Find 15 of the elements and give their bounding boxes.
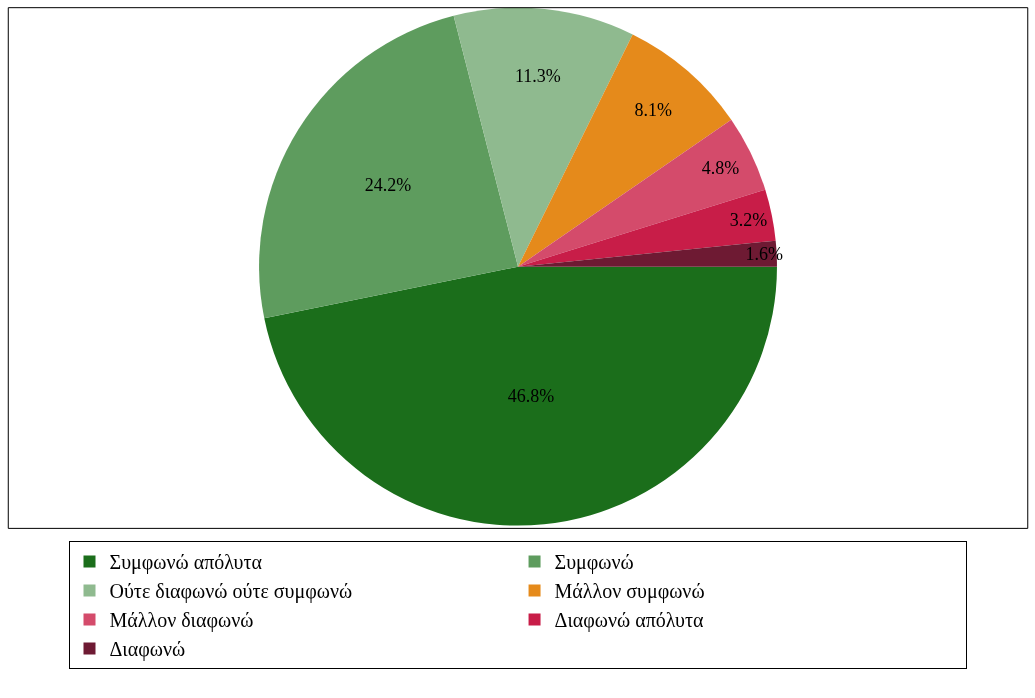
pie-slice [453, 7, 633, 267]
data-label: 11.3% [514, 65, 561, 86]
legend-label: Συμφωνώ απόλυτα [109, 551, 263, 575]
legend-label: Μάλλον διαφωνώ [109, 609, 254, 633]
data-label: 4.8% [701, 158, 740, 179]
data-label: 3.2% [729, 209, 768, 230]
data-label: 24.2% [364, 175, 412, 196]
data-label: 8.1% [634, 100, 673, 121]
pie-slice [264, 266, 777, 526]
legend-label: Μάλλον συμφωνώ [554, 580, 705, 604]
legend-label: Διαφωνώ απόλυτα [554, 609, 705, 633]
legend-label: Διαφωνώ [109, 638, 186, 662]
legend-label: Συμφωνώ [554, 551, 634, 575]
data-label: 46.8% [507, 385, 555, 406]
legend-label: Ούτε διαφωνώ ούτε συμφωνώ [109, 580, 353, 604]
